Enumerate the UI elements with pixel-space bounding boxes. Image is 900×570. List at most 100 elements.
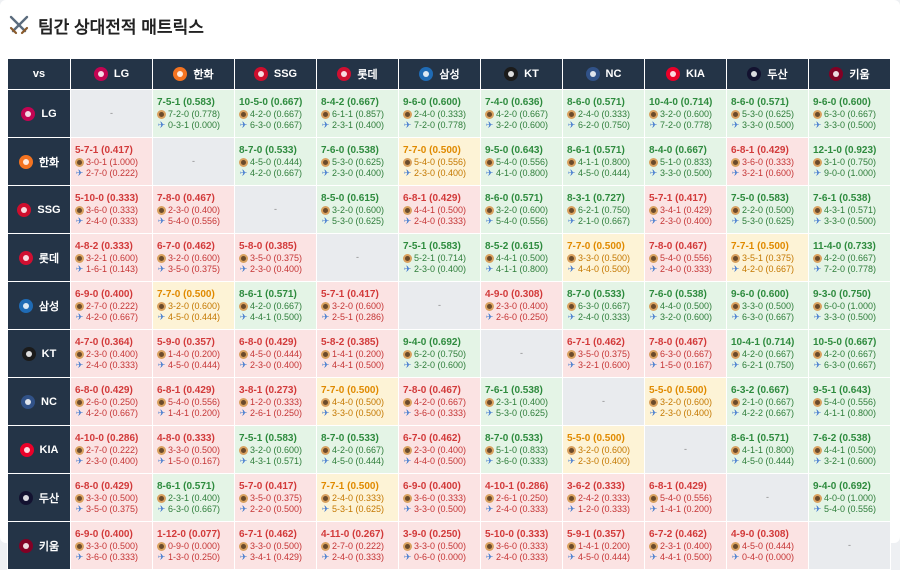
matrix-cell-self: - (235, 186, 316, 233)
airplane-icon: ✈ (567, 552, 576, 562)
overall-record: 7-7-1 (0.500) (321, 481, 379, 492)
matrix-row: SSG 5-10-0 (0.333) 3-6-0 (0.333) ✈ 2-4-0 (0.… (8, 186, 890, 233)
airplane-icon: ✈ (157, 360, 166, 370)
away-record: ✈ 5-3-0 (0.625) (731, 216, 804, 227)
matrix-cell-self: - (399, 282, 480, 329)
away-record-text: 2-4-0 (0.333) (496, 552, 549, 562)
home-record-text: 6-1-1 (0.857) (332, 109, 385, 119)
home-icon (731, 542, 740, 551)
airplane-icon: ✈ (321, 552, 330, 562)
home-record: 4-1-1 (0.800) (731, 445, 804, 456)
home-icon (567, 110, 576, 119)
home-record: 3-3-0 (0.500) (567, 253, 640, 264)
away-record: ✈ 0-3-1 (0.000) (157, 120, 230, 131)
home-icon (485, 446, 494, 455)
airplane-icon: ✈ (403, 408, 412, 418)
matrix-cell: 6-9-0 (0.400) 2-7-0 (0.222) ✈ 4-2-0 (0.667) (71, 282, 152, 329)
overall-record: 10-5-0 (0.667) (239, 97, 303, 108)
away-record-text: 5-3-0 (0.625) (332, 216, 385, 226)
home-record-text: 4-4-1 (0.500) (824, 445, 877, 455)
home-record: 2-6-0 (0.250) (75, 397, 148, 408)
overall-record: 7-7-0 (0.500) (321, 385, 379, 396)
title-row: 팀간 상대전적 매트릭스 (8, 12, 204, 38)
matrix-cell: 8-7-0 (0.533) 5-1-0 (0.833) ✈ 3-6-0 (0.333) (481, 426, 562, 473)
away-record-text: 2-3-0 (0.400) (414, 168, 467, 178)
overall-record: 8-6-1 (0.571) (239, 289, 297, 300)
home-record-text: 6-3-0 (0.667) (824, 109, 877, 119)
away-record: ✈ 2-3-0 (0.400) (649, 216, 722, 227)
home-record: 3-3-0 (0.500) (731, 301, 804, 312)
away-record: ✈ 3-3-0 (0.500) (731, 120, 804, 131)
airplane-icon: ✈ (321, 360, 330, 370)
away-record-text: 4-1-0 (0.800) (496, 168, 549, 178)
away-record-text: 2-1-0 (0.667) (578, 216, 631, 226)
self-dash: - (356, 252, 359, 262)
matrix-cell: 9-5-0 (0.643) 5-4-0 (0.556) ✈ 4-1-0 (0.800) (481, 138, 562, 185)
overall-record: 7-6-2 (0.538) (813, 433, 871, 444)
home-record: 3-2-0 (0.600) (649, 397, 722, 408)
matrix-cell: 7-6-0 (0.538) 4-4-0 (0.500) ✈ 3-2-0 (0.600) (645, 282, 726, 329)
row-header-team: 한화 (8, 138, 70, 185)
home-icon (321, 350, 330, 359)
team-logo-icon (18, 538, 33, 553)
matrix-cell: 1-12-0 (0.077) 0-9-0 (0.000) ✈ 1-3-0 (0.250… (153, 522, 234, 569)
home-record: 5-1-0 (0.833) (485, 445, 558, 456)
home-icon (813, 446, 822, 455)
away-record-text: 7-2-0 (0.778) (660, 120, 713, 130)
away-record: ✈ 2-2-0 (0.500) (239, 504, 312, 515)
matrix-cell: 8-7-0 (0.533) 4-5-0 (0.444) ✈ 4-2-0 (0.667) (235, 138, 316, 185)
team-name: 두산 (767, 69, 788, 81)
self-dash: - (438, 300, 441, 310)
away-record-text: 3-3-0 (0.500) (824, 312, 877, 322)
overall-record: 8-6-1 (0.571) (567, 145, 625, 156)
away-record: ✈ 3-6-0 (0.333) (75, 552, 148, 563)
home-record: 3-6-0 (0.333) (731, 157, 804, 168)
airplane-icon: ✈ (567, 168, 576, 178)
home-record-text: 6-3-0 (0.667) (660, 349, 713, 359)
away-record-text: 4-4-0 (0.500) (414, 456, 467, 466)
overall-record: 8-7-0 (0.533) (485, 433, 543, 444)
home-record: 2-3-0 (0.400) (157, 205, 230, 216)
home-icon (649, 254, 658, 263)
matrix-cell: 7-6-0 (0.538) 5-3-0 (0.625) ✈ 2-3-0 (0.400) (317, 138, 398, 185)
overall-record: 4-11-0 (0.267) (321, 529, 384, 540)
airplane-icon: ✈ (75, 504, 84, 514)
away-record: ✈ 5-4-0 (0.556) (157, 216, 230, 227)
overall-record: 8-6-0 (0.571) (485, 193, 543, 204)
away-record: ✈ 0-6-0 (0.000) (403, 552, 476, 563)
home-icon (567, 446, 576, 455)
away-record: ✈ 2-6-1 (0.250) (239, 408, 312, 419)
home-record-text: 3-5-0 (0.375) (578, 349, 631, 359)
home-record: 6-2-0 (0.750) (403, 349, 476, 360)
away-record-text: 4-2-0 (0.667) (86, 312, 139, 322)
airplane-icon: ✈ (239, 456, 248, 466)
home-icon (567, 302, 576, 311)
away-record: ✈ 4-5-0 (0.444) (567, 552, 640, 563)
home-record-text: 3-2-0 (0.600) (496, 205, 549, 215)
home-record-text: 1-2-0 (0.333) (250, 397, 303, 407)
overall-record: 3-9-0 (0.250) (403, 529, 461, 540)
team-name: 한화 (38, 156, 60, 169)
home-record: 6-3-0 (0.667) (567, 301, 640, 312)
away-record-text: 3-3-0 (0.500) (824, 120, 877, 130)
home-record: 3-2-0 (0.600) (485, 205, 558, 216)
away-record-text: 7-2-0 (0.778) (824, 264, 877, 274)
home-record-text: 4-4-1 (0.500) (414, 205, 467, 215)
home-icon (403, 158, 412, 167)
overall-record: 5-7-1 (0.417) (75, 145, 133, 156)
overall-record: 4-10-0 (0.286) (75, 433, 139, 444)
away-record-text: 3-3-0 (0.500) (824, 216, 877, 226)
team-logo-icon (19, 442, 34, 457)
home-record: 2-7-0 (0.222) (75, 301, 148, 312)
home-icon (813, 398, 822, 407)
away-record-text: 4-2-2 (0.667) (742, 408, 795, 418)
airplane-icon: ✈ (813, 168, 822, 178)
away-record-text: 2-5-1 (0.286) (332, 312, 385, 322)
airplane-icon: ✈ (485, 312, 494, 322)
home-record: 6-3-0 (0.667) (813, 109, 886, 120)
matrix-cell: 7-6-1 (0.538) 4-3-1 (0.571) ✈ 3-3-0 (0.500) (809, 186, 890, 233)
home-record: 1-4-1 (0.200) (321, 349, 394, 360)
matrix-cell: 9-6-0 (0.600) 3-3-0 (0.500) ✈ 6-3-0 (0.667) (727, 282, 808, 329)
home-icon (239, 398, 248, 407)
airplane-icon: ✈ (485, 504, 494, 514)
